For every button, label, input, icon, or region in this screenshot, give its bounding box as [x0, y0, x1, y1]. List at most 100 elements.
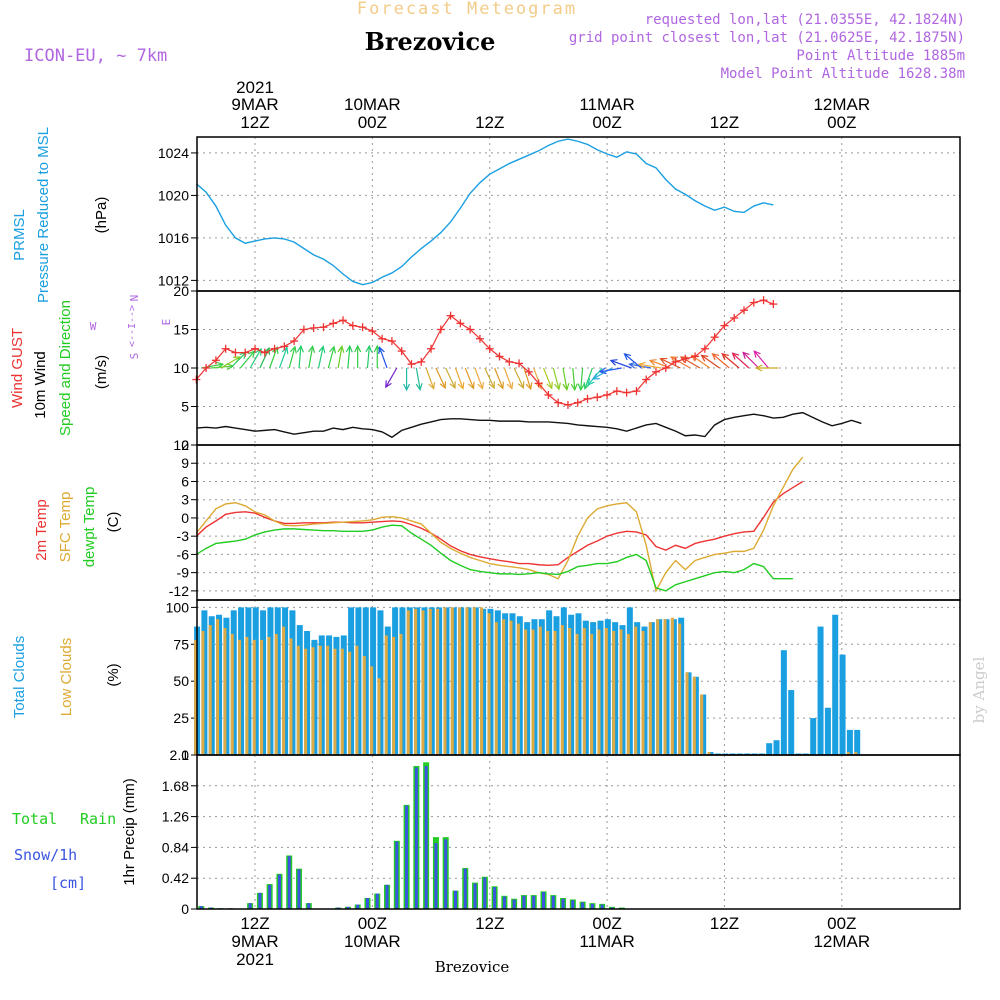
wind-arrow	[454, 367, 465, 390]
bar-low-clouds	[304, 648, 308, 755]
wind-arrow-shaft	[660, 358, 681, 369]
wind-arrow	[345, 344, 353, 369]
wind-arrow-shaft	[435, 367, 446, 389]
wind-arrow-shaft	[337, 346, 343, 369]
wind-arrow-head	[742, 351, 750, 359]
wind-arrow	[721, 352, 740, 369]
compass-south: S	[128, 353, 141, 360]
wind-arrow	[711, 352, 730, 369]
wind-arrow-shaft	[562, 367, 568, 390]
bar-snow	[483, 877, 487, 909]
bar-total-clouds	[810, 718, 817, 755]
bar-low-clouds	[538, 626, 542, 755]
gust-marker	[661, 364, 670, 372]
y-tick-label: 0.42	[162, 870, 189, 886]
bar-snow	[297, 869, 301, 909]
y-tick-label: 1012	[158, 272, 189, 288]
y-tick-label: 75	[173, 636, 189, 652]
compass-west: W	[90, 320, 97, 333]
wind-arrow	[464, 367, 475, 390]
bar-snow	[287, 856, 291, 909]
y-tick-label: 2.1	[170, 747, 190, 763]
gust-marker	[211, 356, 220, 365]
wind-arrow-shaft	[721, 353, 740, 369]
gust-marker	[319, 323, 328, 332]
y-tick-label: 3	[181, 492, 189, 508]
y-tick-label: 1020	[158, 187, 189, 203]
bar-low-clouds	[260, 639, 264, 755]
gust-marker	[339, 316, 348, 325]
compass-arrow: <--I-->	[127, 305, 138, 347]
bar-snow	[561, 898, 565, 909]
wind-arrow	[230, 351, 248, 369]
bottom-hour-label: 00Z	[358, 914, 387, 933]
bar-low-clouds	[399, 633, 403, 755]
wind-arrow-head	[468, 381, 475, 390]
series-line-sfc-temp	[195, 456, 804, 593]
label-wind-gust: Wind GUST	[9, 328, 26, 408]
wind-arrow	[628, 361, 652, 369]
bar-snow	[532, 895, 536, 909]
bar-low-clouds	[641, 631, 645, 755]
compass-east: E	[160, 319, 173, 326]
bar-low-clouds	[590, 633, 594, 755]
gust-marker	[309, 323, 318, 332]
series-line-pressure	[195, 138, 774, 286]
bar-low-clouds	[377, 678, 381, 755]
gust-marker	[446, 311, 455, 320]
compass-north: N	[128, 295, 141, 302]
bar-low-clouds	[223, 628, 227, 755]
gust-marker	[720, 321, 729, 330]
gust-marker	[378, 334, 387, 343]
y-tick-label: 1.68	[162, 778, 189, 794]
wind-arrow	[503, 367, 514, 390]
series-line-wind-gust	[195, 299, 774, 406]
wind-arrow-shaft	[639, 363, 661, 369]
wind-arrow-head	[753, 350, 761, 358]
wind-arrow-head	[554, 382, 561, 391]
wind-arrow-head	[354, 344, 362, 353]
bar-low-clouds	[648, 622, 652, 755]
y-tick-label: 0	[181, 510, 189, 526]
wind-arrow-shaft	[239, 350, 255, 369]
wind-arrow-shaft	[732, 352, 750, 369]
wind-arrow-head	[488, 381, 495, 390]
top-date-label: 9MAR	[231, 95, 278, 114]
label-low-clouds: Low Clouds	[58, 638, 75, 716]
footer-station: Brezovice	[435, 958, 510, 976]
bar-low-clouds	[619, 629, 623, 755]
gust-marker	[495, 352, 504, 361]
bottom-date-label: 12MAR	[813, 932, 870, 951]
wind-arrow-head	[428, 381, 436, 390]
top-hour-label: 00Z	[358, 113, 387, 132]
label-prmsl: PRMSL	[11, 209, 28, 261]
wind-arrow-shaft	[629, 363, 652, 369]
grid-point-coords: grid point closest lon,lat (21.0625E, 42…	[569, 30, 965, 46]
wind-arrow	[354, 344, 362, 368]
y-tick-label: -3	[177, 528, 190, 544]
wind-arrow-shaft	[317, 346, 324, 369]
bar-low-clouds	[384, 635, 388, 755]
bar-low-clouds	[406, 610, 410, 755]
wind-arrow	[296, 344, 304, 369]
bar-low-clouds	[311, 647, 315, 755]
gust-marker	[583, 394, 592, 403]
wind-arrow	[562, 367, 570, 391]
y-tick-label: 5	[181, 399, 189, 415]
wind-arrow-shaft	[513, 367, 525, 389]
bar-low-clouds	[282, 626, 286, 755]
wind-arrow	[484, 367, 495, 390]
bar-snow	[277, 874, 281, 909]
gust-marker	[348, 321, 357, 330]
bar-low-clouds	[568, 628, 572, 755]
wind-arrow-shaft	[572, 367, 576, 390]
wind-arrow	[542, 367, 553, 390]
gust-marker	[554, 398, 563, 407]
bar-snow	[385, 884, 389, 909]
wind-arrow	[742, 351, 760, 369]
panel-wind: 0 5 10 15 20	[173, 283, 961, 453]
gust-marker	[456, 319, 465, 328]
wind-arrow-head	[648, 359, 657, 366]
gust-marker	[505, 357, 514, 366]
